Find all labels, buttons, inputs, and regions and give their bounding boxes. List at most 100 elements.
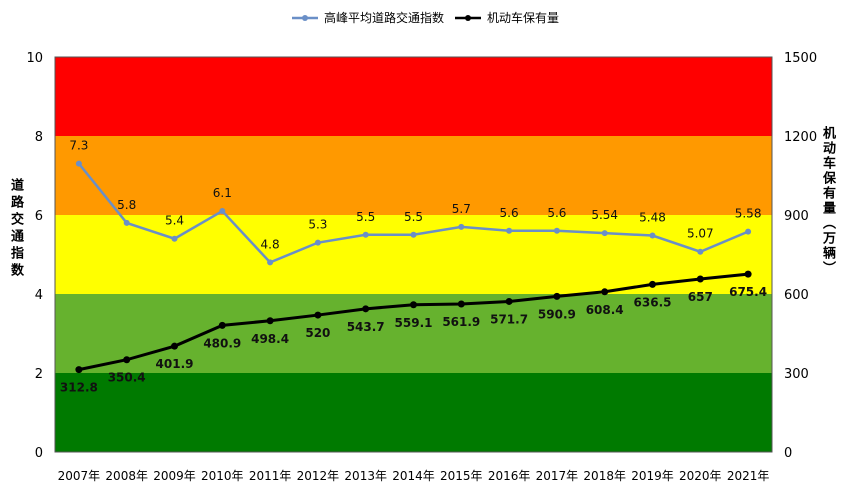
series-1-data-label: 657 (688, 290, 713, 304)
series-0-data-label: 5.48 (639, 211, 666, 225)
series-0-point (362, 231, 369, 238)
series-0-data-label: 5.8 (117, 198, 136, 212)
series-0-point (601, 230, 608, 237)
legend-label-1: 机动车保有量 (487, 10, 559, 25)
series-0-point (267, 259, 274, 266)
series-1-data-label: 590.9 (538, 307, 576, 321)
series-0-data-label: 5.58 (735, 207, 762, 221)
series-0-point (219, 208, 226, 215)
x-tick-label: 2010年 (201, 469, 244, 483)
series-0-data-label: 6.1 (213, 186, 232, 200)
series-0-point (649, 232, 656, 239)
series-0-data-label: 5.7 (452, 202, 471, 216)
series-1-point (314, 311, 322, 319)
series-1-point (553, 292, 561, 300)
series-1-point (123, 356, 131, 364)
left-tick-label: 6 (35, 209, 43, 224)
series-1-data-label: 520 (305, 326, 330, 340)
series-0-data-label: 5.6 (500, 206, 519, 220)
legend-marker-0 (302, 15, 308, 21)
band-0 (55, 373, 772, 452)
right-tick-label: 900 (784, 209, 809, 224)
series-1-data-label: 675.4 (729, 285, 767, 299)
series-0-point (745, 228, 752, 235)
series-1-data-label: 401.9 (156, 357, 194, 371)
x-tick-label: 2013年 (344, 469, 387, 483)
series-1-point (744, 270, 752, 278)
x-tick-label: 2021年 (727, 469, 770, 483)
series-1-point (75, 366, 83, 374)
series-0-data-label: 5.07 (687, 227, 714, 241)
data-labels: 7.3 5.8 5.4 6.1 4.8 5.3 5.5 5.5 5.7 5.6 5.6 5.54 5.4… (60, 139, 767, 395)
series-1-data-label: 312.8 (60, 381, 98, 395)
right-axis-title: 机动车保有量（万辆） (820, 126, 835, 276)
x-tick-label: 2017年 (536, 469, 579, 483)
right-tick-label: 600 (784, 288, 809, 303)
series-0-point (410, 231, 417, 238)
series-0-point (123, 219, 130, 226)
right-tick-label: 300 (784, 367, 809, 382)
series-1-data-label: 350.4 (108, 371, 146, 385)
series-1-point (696, 275, 704, 283)
series-1-data-label: 559.1 (395, 316, 433, 330)
x-tick-label: 2008年 (105, 469, 148, 483)
series-1-point (649, 280, 656, 288)
series-0-point (75, 160, 82, 167)
series-1-point (410, 301, 417, 309)
right-tick-label: 0 (784, 446, 792, 461)
x-tick-label: 2011年 (249, 469, 292, 483)
series-0-data-label: 5.4 (165, 214, 184, 228)
x-tick-label: 2012年 (297, 469, 340, 483)
series-0-data-label: 5.3 (308, 218, 327, 232)
series-0-data-label: 5.6 (547, 206, 566, 220)
series-0-point (314, 239, 321, 246)
series-0-point (506, 227, 513, 234)
x-tick-label: 2007年 (58, 469, 101, 483)
series-1-data-label: 608.4 (586, 303, 624, 317)
series-0-point (458, 223, 465, 230)
series-0-data-label: 5.5 (404, 210, 423, 224)
legend-label-0: 高峰平均道路交通指数 (324, 10, 444, 25)
series-0-data-label: 4.8 (261, 237, 280, 251)
series-1-point (362, 305, 370, 313)
series-0-point (553, 227, 560, 234)
series-1-point (171, 342, 178, 350)
plot-frame (54, 56, 773, 453)
x-tick-label: 2009年 (153, 469, 196, 483)
series-1-point (457, 300, 465, 308)
series-0-data-label: 7.3 (69, 139, 88, 153)
series-1-data-label: 636.5 (634, 295, 672, 309)
series-1-point (601, 288, 609, 296)
band-2 (55, 215, 772, 294)
left-tick-label: 8 (35, 130, 43, 145)
x-tick-label: 2016年 (488, 469, 531, 483)
x-tick-label: 2014年 (392, 469, 435, 483)
axes: 0 2 4 6 8 10 0 300 600 900 1200 1500 2007年 2008年 2009年… (26, 51, 817, 483)
legend: 高峰平均道路交通指数 机动车保有量 (292, 10, 559, 25)
right-tick-label: 1200 (784, 130, 817, 145)
series-1-point (218, 321, 226, 329)
right-tick-label: 1500 (784, 51, 817, 66)
band-4 (55, 57, 772, 136)
band-3 (55, 136, 772, 215)
x-tick-label: 2015年 (440, 469, 483, 483)
left-tick-label: 2 (35, 367, 43, 382)
left-tick-label: 0 (35, 446, 43, 461)
x-tick-label: 2019年 (631, 469, 674, 483)
background-bands (54, 56, 773, 453)
series-lines (75, 160, 752, 374)
legend-marker-1 (465, 15, 471, 21)
series-0-data-label: 5.54 (591, 208, 618, 222)
left-tick-label: 4 (35, 288, 43, 303)
series-0-point (697, 248, 704, 255)
series-1-data-label: 543.7 (347, 320, 385, 334)
series-0-data-label: 5.5 (356, 210, 375, 224)
x-tick-label: 2020年 (679, 469, 722, 483)
series-1-data-label: 561.9 (442, 315, 480, 329)
series-0-point (171, 235, 178, 242)
left-tick-label: 10 (26, 51, 43, 66)
x-tick-label: 2018年 (583, 469, 626, 483)
series-1-data-label: 571.7 (490, 312, 528, 326)
series-1-point (505, 297, 513, 305)
